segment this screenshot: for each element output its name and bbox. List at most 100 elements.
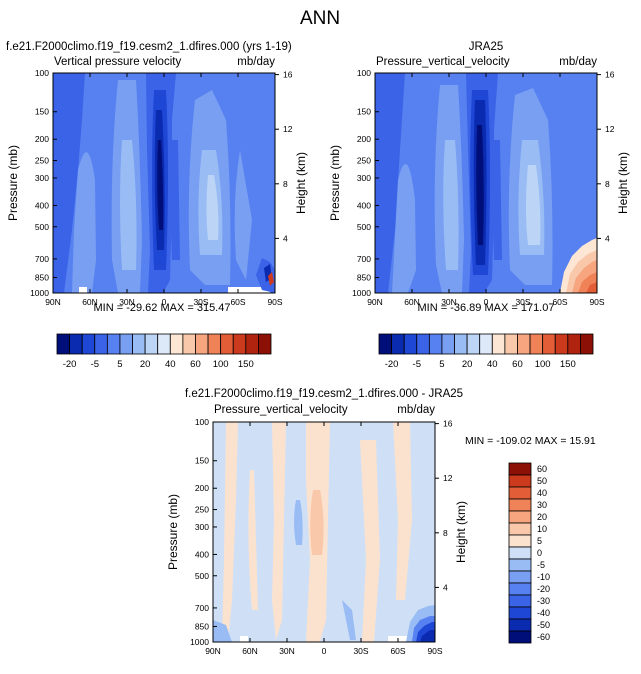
y2-tick-label: 16 [283,70,293,80]
panel-model-units: mb/day [237,56,275,68]
colorbar-box [542,333,556,355]
y2-tick-label: 8 [605,179,610,189]
colorbar-label: -40 [537,608,550,618]
colorbar-box [508,570,532,584]
panel-reference-variable-label: Pressure_vertical_velocity [376,56,510,68]
y-axis-label: Pressure (mb) [328,145,342,221]
colorbar-label: 150 [238,359,254,370]
colorbar-box [144,333,159,355]
colorbar-label: -5 [413,359,421,370]
colorbar-box [207,333,222,355]
y2-tick-label: 8 [283,179,288,189]
colorbar-box [94,333,108,355]
y-tick-label: 200 [35,134,49,144]
colorbar-label: 0 [537,548,542,558]
panel-difference-units: mb/day [397,404,435,416]
panel-difference-stats: MIN = -109.02 MAX = 15.91 [465,435,596,447]
x-tick-label: 90S [267,297,282,307]
y-tick-label: 300 [357,173,371,183]
panel-reference-units: mb/day [559,56,597,68]
colorbar-label: -20 [537,584,550,594]
colorbar-box [508,546,532,560]
x-tick-label: 30S [193,297,208,307]
colorbar-label: -30 [537,596,550,606]
x-tick-label: 90N [205,646,221,656]
colorbar-box [554,333,569,355]
y-tick-label: 850 [195,621,209,631]
colorbar-reference: -20 -5 5 20 40 60 100 150 [378,333,594,370]
panel-reference-field [375,73,597,293]
y-tick-label: 1000 [190,637,209,647]
colorbar-box [529,333,544,355]
y-tick-label: 400 [35,200,49,210]
colorbar-box [508,498,532,512]
x-tick-label: 90S [589,297,604,307]
y-tick-label: 850 [35,272,49,282]
colorbar-label: 50 [537,476,547,486]
colorbar-label: 60 [512,359,523,370]
colorbar-box [508,606,532,620]
colorbar-box [258,333,272,355]
colorbar-box [441,333,455,355]
x-tick-label: 60N [82,297,98,307]
colorbar-box [132,333,146,355]
colorbar-box [508,522,532,536]
y-tick-label: 150 [35,107,49,117]
y-tick-label: 250 [195,505,209,515]
panel-reference-stats: MIN = -36.89 MAX = 171.07 [418,302,555,314]
colorbar-box [195,333,209,355]
colorbar-label: 150 [560,359,576,370]
y-tick-label: 200 [357,134,371,144]
colorbar-label: 20 [140,359,151,370]
y2-tick-label: 12 [443,473,453,483]
colorbar-label: -60 [537,632,550,642]
y2-tick-label: 4 [443,582,448,592]
colorbar-box [378,333,392,355]
panel-model-axes: 90N 60N 30N 0 30S 60S 90S 100 150 200 250 300 400 500… [6,68,308,307]
colorbar-label: 60 [190,359,201,370]
colorbar-box [508,534,532,548]
colorbar-label: 10 [537,524,547,534]
y-tick-label: 100 [35,68,49,78]
colorbar-model: -20 -5 5 20 40 60 100 150 [56,333,272,370]
colorbar-box [479,333,493,355]
panel-reference-axes: 90N 60N 30N 0 30S 60S 90S 100 150 200 250 300 400 500… [328,68,630,307]
colorbar-box [403,333,418,355]
colorbar-box [428,333,443,355]
panel-model: f.e21.F2000climo.f19_f19.cesm2_1.dfires.… [6,41,308,314]
panel-difference-case-title: f.e21.F2000climo.f19_f19.cesm2_1.dfires.… [185,388,463,400]
y2-tick-label: 4 [605,233,610,243]
panel-difference-axes: 90N 60N 30N 0 30S 60S 90S 100 150 200 250 300 400 500… [166,417,468,656]
colorbar-label: -20 [385,359,399,370]
panel-model-variable-label: Vertical pressure velocity [54,56,181,68]
x-tick-label: 0 [484,297,489,307]
y2-tick-label: 12 [283,124,293,134]
colorbar-box [508,618,532,632]
colorbar-label: 40 [487,359,498,370]
colorbar-box [491,333,506,355]
y-tick-label: 300 [195,522,209,532]
y2-tick-label: 4 [283,233,288,243]
colorbar-box [182,333,196,355]
colorbar-box [69,333,83,355]
colorbar-box [567,333,581,355]
colorbar-box [508,486,532,500]
y-tick-label: 700 [35,254,49,264]
colorbar-box [508,630,532,644]
colorbar-box [220,333,234,355]
colorbar-label: 100 [535,359,551,370]
colorbar-box [508,582,532,596]
y-tick-label: 250 [35,156,49,166]
x-tick-label: 30N [441,297,457,307]
y-tick-label: 1000 [352,288,371,298]
y-axis-label: Pressure (mb) [166,494,180,570]
panel-reference-case-title: JRA25 [469,41,504,53]
x-tick-label: 60S [390,646,405,656]
colorbar-box [391,333,405,355]
colorbar-label: 100 [213,359,229,370]
y-tick-label: 700 [195,603,209,613]
y-tick-label: 400 [195,549,209,559]
y-tick-label: 500 [195,571,209,581]
panel-model-stats: MIN = -29.62 MAX = 315.47 [94,302,231,314]
